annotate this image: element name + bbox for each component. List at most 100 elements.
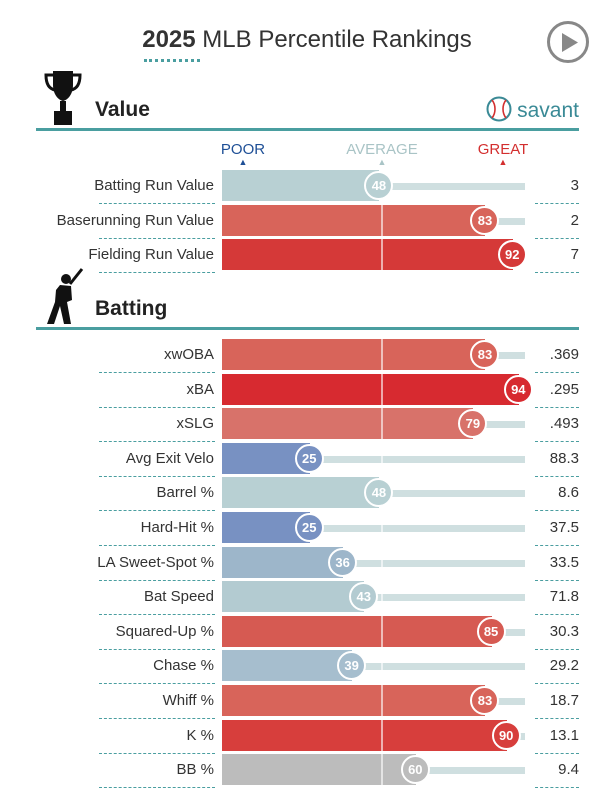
row-divider bbox=[99, 614, 215, 616]
trophy-icon bbox=[44, 71, 82, 125]
percentile-row: Avg Exit Velo 25 88.3 bbox=[0, 442, 614, 477]
row-divider bbox=[99, 372, 215, 373]
percentile-bar bbox=[222, 373, 519, 405]
percentile-badge[interactable]: 25 bbox=[294, 443, 324, 473]
metric-label: K % bbox=[186, 726, 214, 744]
metric-label: Squared-Up % bbox=[115, 622, 214, 640]
average-line bbox=[381, 581, 383, 613]
percentile-bar bbox=[222, 650, 353, 682]
row-divider bbox=[535, 718, 579, 719]
percentile-bar bbox=[222, 477, 380, 509]
percentile-row: xwOBA 83 .369 bbox=[0, 339, 614, 373]
header: 2025 MLB Percentile Rankings bbox=[0, 0, 614, 76]
row-divider bbox=[535, 614, 579, 616]
average-line bbox=[381, 239, 383, 271]
average-line bbox=[381, 719, 383, 751]
metric-value: 37.5 bbox=[549, 519, 579, 536]
row-divider bbox=[99, 752, 215, 754]
metric-value: 18.7 bbox=[549, 692, 579, 709]
percentile-bar bbox=[222, 719, 507, 751]
row-divider bbox=[99, 510, 215, 512]
row-divider bbox=[99, 718, 215, 719]
metric-value: 71.8 bbox=[549, 588, 579, 606]
metric-label: Batting Run Value bbox=[94, 177, 214, 194]
percentile-badge[interactable]: 94 bbox=[503, 374, 533, 404]
row-divider bbox=[99, 406, 215, 408]
percentile-track bbox=[222, 559, 525, 567]
play-icon bbox=[562, 33, 578, 52]
row-divider bbox=[99, 203, 215, 204]
section-header-value: Value savant bbox=[36, 71, 579, 131]
row-divider bbox=[535, 441, 579, 443]
average-line bbox=[381, 204, 383, 236]
row-divider bbox=[99, 237, 215, 239]
row-divider bbox=[535, 272, 579, 274]
scale-great: GREAT ▲ bbox=[470, 141, 536, 167]
percentile-row: LA Sweet-Spot % 36 33.5 bbox=[0, 546, 614, 581]
percentile-badge[interactable]: 25 bbox=[294, 513, 324, 542]
savant-text: savant bbox=[517, 99, 579, 122]
percentile-track bbox=[222, 663, 525, 671]
metric-value: 13.1 bbox=[549, 726, 579, 744]
metric-label: Avg Exit Velo bbox=[125, 449, 214, 467]
metric-label: Baserunning Run Value bbox=[56, 211, 214, 229]
average-line bbox=[381, 546, 383, 578]
percentile-badge[interactable]: 85 bbox=[476, 616, 506, 646]
average-line bbox=[381, 512, 383, 543]
percentile-bar bbox=[222, 754, 416, 786]
metric-value: 9.4 bbox=[558, 761, 579, 779]
percentile-badge[interactable]: 83 bbox=[470, 686, 500, 715]
scale-poor-label: POOR bbox=[220, 141, 266, 158]
percentile-badge[interactable]: 43 bbox=[349, 582, 379, 612]
metric-label: Fielding Run Value bbox=[88, 246, 214, 264]
average-line bbox=[381, 754, 383, 786]
percentile-badge[interactable]: 90 bbox=[491, 720, 521, 750]
percentile-badge[interactable]: 48 bbox=[364, 171, 394, 200]
percentile-bar bbox=[222, 408, 474, 440]
section-rule bbox=[36, 128, 579, 131]
percentile-badge[interactable]: 48 bbox=[364, 478, 394, 508]
percentile-row: xSLG 79 .493 bbox=[0, 408, 614, 443]
metric-value: 88.3 bbox=[549, 449, 579, 467]
metric-value: 33.5 bbox=[549, 553, 579, 571]
percentile-badge[interactable]: 83 bbox=[470, 340, 500, 369]
metric-value: .295 bbox=[549, 380, 579, 398]
average-line bbox=[381, 685, 383, 716]
percentile-badge[interactable]: 36 bbox=[328, 547, 358, 577]
percentile-bar bbox=[222, 581, 365, 613]
percentile-badge[interactable]: 60 bbox=[400, 755, 430, 785]
percentile-row: Batting Run Value 48 3 bbox=[0, 170, 614, 204]
triangle-up-icon: ▲ bbox=[498, 157, 508, 167]
metric-label: Barrel % bbox=[156, 484, 214, 502]
row-divider bbox=[535, 203, 579, 204]
baseball-icon bbox=[486, 96, 512, 122]
metric-label: Hard-Hit % bbox=[140, 519, 214, 536]
metric-value: 7 bbox=[570, 246, 579, 264]
row-divider bbox=[535, 475, 579, 477]
average-line bbox=[381, 650, 383, 682]
metric-label: Whiff % bbox=[162, 692, 214, 709]
metric-value: 2 bbox=[570, 211, 579, 229]
play-button[interactable] bbox=[547, 21, 589, 63]
percentile-row: Chase % 39 29.2 bbox=[0, 650, 614, 685]
metric-label: BB % bbox=[176, 761, 214, 779]
triangle-up-icon: ▲ bbox=[377, 157, 387, 167]
average-line bbox=[381, 408, 383, 440]
percentile-badge[interactable]: 79 bbox=[458, 409, 488, 439]
row-divider bbox=[99, 475, 215, 477]
row-divider bbox=[535, 372, 579, 373]
scale-average-label: AVERAGE bbox=[346, 141, 418, 158]
page-title: 2025 MLB Percentile Rankings bbox=[0, 26, 614, 54]
section-header-batting: Batting bbox=[36, 268, 579, 330]
percentile-badge[interactable]: 92 bbox=[497, 240, 527, 270]
percentile-row: Squared-Up % 85 30.3 bbox=[0, 615, 614, 650]
percentile-track bbox=[222, 525, 525, 532]
metric-value: .493 bbox=[549, 415, 579, 433]
percentile-bar bbox=[222, 685, 486, 716]
percentile-badge[interactable]: 83 bbox=[470, 205, 500, 235]
section-title-batting: Batting bbox=[95, 297, 168, 320]
scale-poor: POOR ▲ bbox=[210, 141, 276, 167]
metric-label: LA Sweet-Spot % bbox=[97, 553, 214, 571]
percentile-row: Fielding Run Value 92 7 bbox=[0, 239, 614, 274]
percentile-badge[interactable]: 39 bbox=[337, 651, 367, 681]
